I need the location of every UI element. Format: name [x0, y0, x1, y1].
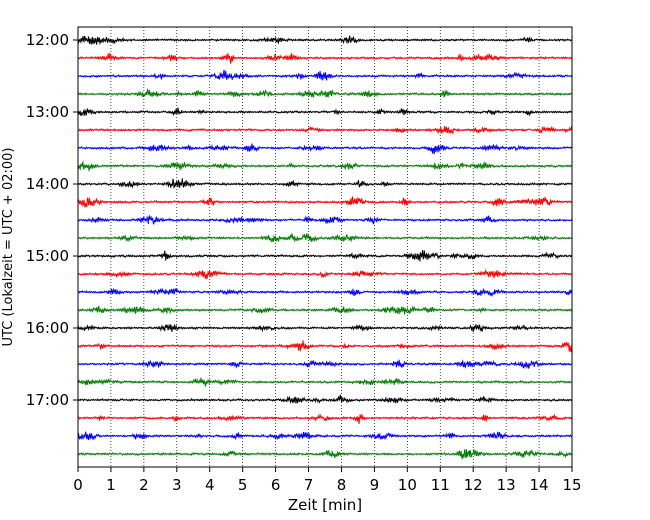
trace-lines [77, 35, 573, 460]
x-axis-ticks: 0 1 2 3 4 5 6 7 8 9 10 11 12 13 14 15 [73, 467, 582, 494]
x-tick-label: 11 [431, 476, 450, 494]
trace-line [77, 69, 573, 81]
trace-line [77, 449, 573, 460]
trace-line [77, 413, 573, 425]
trace-line [77, 359, 573, 370]
x-tick-label: 12 [464, 476, 483, 494]
trace-line [77, 125, 573, 135]
trace-line [77, 196, 573, 208]
y-tick-label: 15:00 [26, 247, 69, 265]
x-tick-label: 10 [398, 476, 417, 494]
trace-line [77, 268, 573, 280]
grid-lines [110, 27, 540, 467]
trace-line [77, 233, 573, 243]
y-tick-label: 16:00 [26, 319, 69, 337]
x-tick-label: 2 [139, 476, 149, 494]
x-tick-label: 6 [271, 476, 281, 494]
x-tick-label: 1 [106, 476, 116, 494]
x-tick-label: 8 [337, 476, 347, 494]
trace-line [77, 87, 573, 98]
plot-area [78, 27, 572, 467]
x-axis-label: Zeit [min] [288, 496, 362, 514]
trace-line [77, 305, 573, 315]
y-axis-label: UTC (Lokalzeit = UTC + 02:00) [1, 148, 16, 347]
trace-line [77, 143, 573, 155]
x-tick-label: 15 [562, 476, 581, 494]
x-tick-label: 4 [205, 476, 215, 494]
x-tick-label: 3 [172, 476, 182, 494]
trace-line [77, 323, 573, 333]
trace-line [77, 377, 573, 388]
trace-line [77, 178, 573, 190]
y-tick-label: 14:00 [26, 175, 69, 193]
trace-line [77, 107, 573, 117]
y-axis-ticks: 12:00 13:00 14:00 15:00 16:00 17:00 [26, 31, 78, 409]
y-tick-label: 12:00 [26, 31, 69, 49]
trace-line [77, 214, 573, 225]
y-tick-label: 17:00 [26, 391, 69, 409]
x-tick-label: 5 [238, 476, 248, 494]
trace-line [77, 249, 573, 262]
plot-frame [77, 26, 573, 468]
trace-line [77, 431, 573, 441]
x-tick-label: 13 [497, 476, 516, 494]
trace-line [77, 287, 573, 297]
x-tick-label: 0 [73, 476, 83, 494]
trace-line [77, 160, 573, 172]
y-tick-label: 13:00 [26, 103, 69, 121]
trace-line [77, 340, 573, 353]
trace-line [77, 52, 573, 64]
x-tick-label: 9 [370, 476, 380, 494]
trace-line [77, 35, 573, 46]
trace-line [77, 394, 573, 405]
x-tick-label: 14 [530, 476, 549, 494]
x-tick-label: 7 [304, 476, 314, 494]
